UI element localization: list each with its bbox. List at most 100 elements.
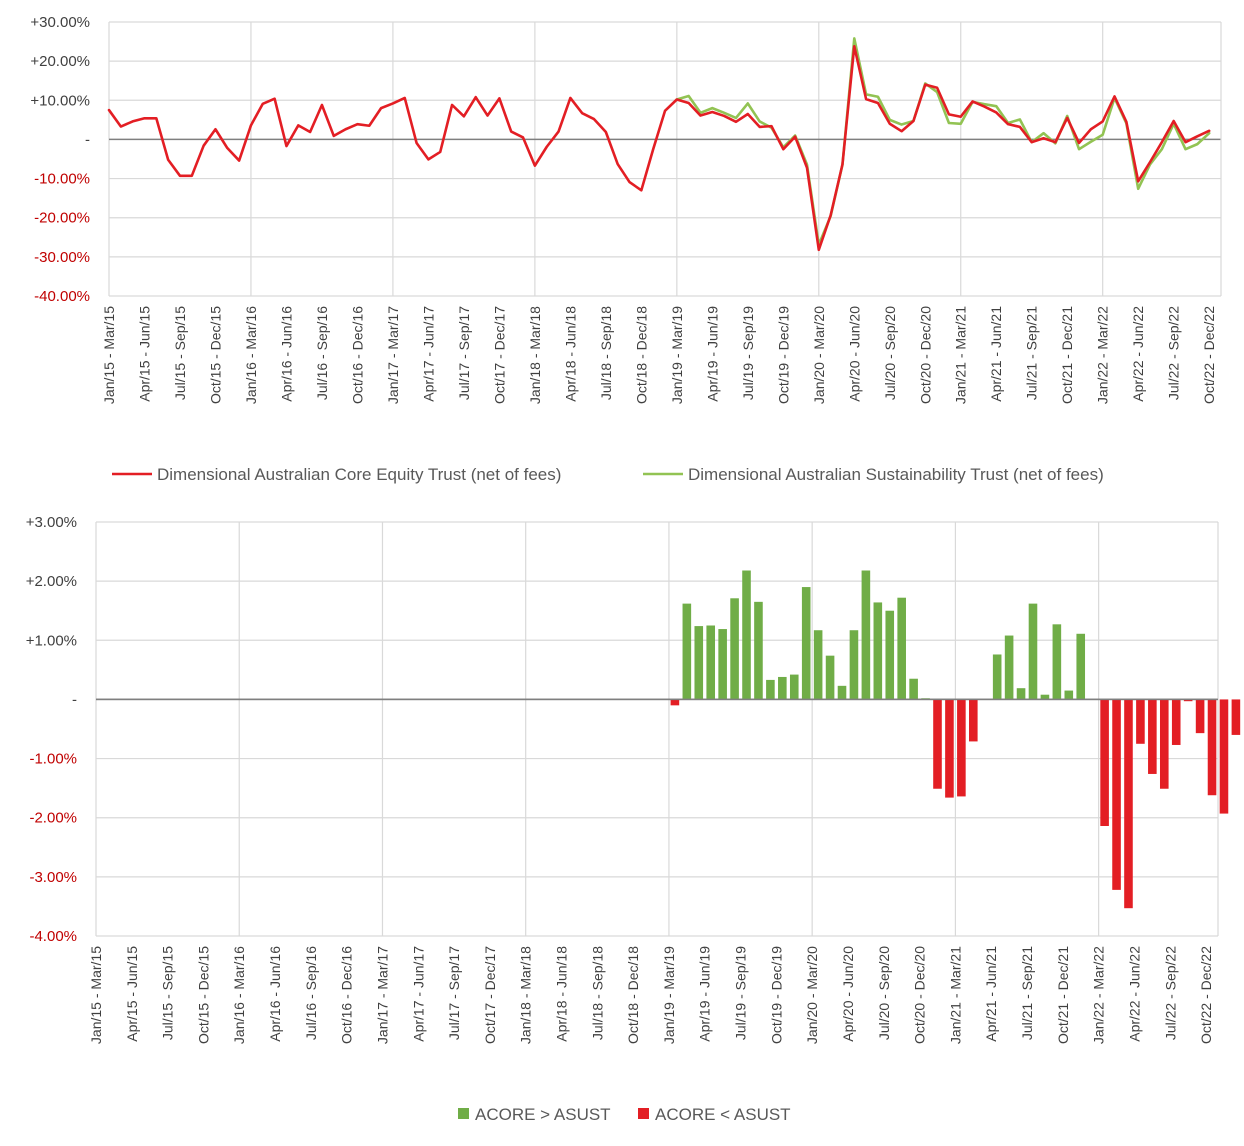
- bar-mark: [933, 699, 942, 789]
- line-chart-x-tick-label: Oct/21 - Dec/21: [1059, 306, 1075, 404]
- bar-chart-x-tick-label: Jul/21 - Sep/21: [1019, 946, 1035, 1040]
- bar-mark: [1112, 699, 1121, 890]
- line-chart-y-tick-label: -40.00%: [34, 288, 90, 305]
- bar-mark: [945, 699, 954, 798]
- bar-chart-x-tick-label: Apr/22 - Jun/22: [1126, 946, 1142, 1042]
- bar-mark: [1028, 603, 1038, 700]
- bar-chart-x-tick-label: Apr/17 - Jun/17: [410, 946, 426, 1042]
- bar-mark: [1064, 690, 1074, 700]
- line-chart-x-tick-label: Jan/21 - Mar/21: [953, 306, 969, 404]
- line-chart-x-tick-label: Jan/16 - Mar/16: [243, 306, 259, 404]
- bar-chart-x-tick-label: Jan/17 - Mar/17: [374, 946, 390, 1044]
- bar-mark: [969, 699, 978, 742]
- bar-mark: [730, 598, 739, 700]
- line-chart-y-tick-label: +20.00%: [30, 53, 90, 70]
- bar-chart-x-tick-label: Oct/18 - Dec/18: [625, 946, 641, 1044]
- bar-mark: [1159, 699, 1169, 789]
- bar-mark: [813, 630, 823, 700]
- bar-chart-x-tick-label: Jul/16 - Sep/16: [303, 946, 319, 1040]
- bar-mark: [1136, 699, 1145, 744]
- bar-mark: [1219, 699, 1229, 814]
- legend-acore-greater-label: ACORE > ASUST: [475, 1105, 611, 1124]
- bar-chart-y-tick-label: -3.00%: [29, 869, 77, 886]
- bar-mark: [1231, 699, 1241, 735]
- line-chart-x-tick-label: Jan/17 - Mar/17: [385, 306, 401, 404]
- line-chart-x-tick-label: Oct/19 - Dec/19: [775, 306, 791, 404]
- bar-mark: [718, 629, 727, 700]
- line-chart-x-tick-label: Apr/17 - Jun/17: [420, 306, 436, 402]
- bar-chart-y-tick-label: +2.00%: [26, 573, 77, 590]
- bar-mark: [849, 630, 859, 700]
- line-chart-x-tick-label: Jul/16 - Sep/16: [314, 306, 330, 400]
- bar-chart-x-tick-label: Apr/16 - Jun/16: [267, 946, 283, 1042]
- bar-mark: [992, 654, 1002, 700]
- bar-mark: [766, 679, 775, 700]
- line-chart-x-tick-label: Oct/17 - Dec/17: [491, 306, 507, 404]
- bar-chart-x-tick-label: Jan/21 - Mar/21: [947, 946, 963, 1044]
- bar-mark: [754, 601, 763, 700]
- line-chart-x-tick-label: Jan/18 - Mar/18: [527, 306, 543, 404]
- bar-mark: [885, 610, 895, 700]
- legend-core-equity-label: Dimensional Australian Core Equity Trust…: [157, 465, 561, 484]
- series-line-core-equity: [107, 44, 1211, 252]
- line-chart-x-tick-label: Apr/15 - Jun/15: [136, 306, 152, 402]
- line-chart-x-tick-label: Jul/19 - Sep/19: [740, 306, 756, 400]
- line-chart-y-tick-label: -20.00%: [34, 210, 90, 227]
- bar-chart-x-tick-label: Jan/15 - Mar/15: [88, 946, 104, 1044]
- bar-chart-x-tick-label: Apr/20 - Jun/20: [840, 946, 856, 1042]
- bar-chart-x-tick-label: Jul/22 - Sep/22: [1162, 946, 1178, 1040]
- line-chart-x-tick-label: Apr/18 - Jun/18: [562, 306, 578, 402]
- bar-mark: [789, 674, 799, 700]
- line-chart-x-tick-label: Jul/17 - Sep/17: [456, 306, 472, 400]
- legend-acore-greater-swatch: [458, 1108, 469, 1119]
- bar-mark: [1040, 694, 1050, 700]
- line-chart-y-tick-label: +30.00%: [30, 14, 90, 31]
- legend-sustainability-label: Dimensional Australian Sustainability Tr…: [688, 465, 1104, 484]
- bar-mark: [909, 678, 918, 700]
- bar-chart-x-tick-label: Jan/19 - Mar/19: [661, 946, 677, 1044]
- bar-chart-x-tick-label: Oct/16 - Dec/16: [339, 946, 355, 1044]
- bar-mark: [1100, 699, 1109, 826]
- line-chart-x-tick-label: Jul/22 - Sep/22: [1166, 306, 1182, 400]
- bar-mark: [694, 626, 704, 700]
- bar-mark: [1124, 699, 1133, 909]
- bar-chart-x-tick-label: Jul/18 - Sep/18: [589, 946, 605, 1040]
- bar-mark: [706, 625, 716, 700]
- bar-mark: [1004, 635, 1014, 700]
- bar-chart-x-tick-label: Jul/17 - Sep/17: [446, 946, 462, 1040]
- line-chart-y-tick-label: -: [85, 131, 90, 148]
- line-chart-x-tick-label: Jul/18 - Sep/18: [598, 306, 614, 400]
- bar-mark: [1195, 699, 1205, 734]
- bar-mark: [742, 570, 751, 700]
- line-chart-x-tick-label: Apr/20 - Jun/20: [846, 306, 862, 402]
- legend-acore-less-swatch: [638, 1108, 649, 1119]
- bar-chart-x-tick-label: Oct/17 - Dec/17: [482, 946, 498, 1044]
- bar-chart-x-tick-label: Oct/15 - Dec/15: [195, 946, 211, 1044]
- bar-chart-x-tick-label: Apr/21 - Jun/21: [983, 946, 999, 1042]
- line-chart-x-tick-label: Apr/16 - Jun/16: [278, 306, 294, 402]
- bar-chart-legend: ACORE > ASUST ACORE < ASUST: [458, 1105, 791, 1124]
- line-chart-x-tick-label: Apr/19 - Jun/19: [704, 306, 720, 402]
- line-chart-y-tick-label: -10.00%: [34, 171, 90, 188]
- bar-mark: [897, 597, 906, 700]
- bar-mark: [957, 699, 966, 797]
- bar-chart-y-tick-label: +3.00%: [26, 514, 77, 531]
- line-chart-x-tick-label: Oct/22 - Dec/22: [1201, 306, 1217, 404]
- bar-chart-x-tick-label: Oct/19 - Dec/19: [768, 946, 784, 1044]
- bar-chart-x-tick-label: Oct/20 - Dec/20: [912, 946, 928, 1044]
- bar-chart-x-tick-label: Jan/16 - Mar/16: [231, 946, 247, 1044]
- bar-chart-y-tick-label: +1.00%: [26, 632, 77, 649]
- bar-mark: [778, 676, 787, 700]
- bar-chart: +3.00% +2.00% +1.00% - -1.00% -2.00% -3.00% -4.…: [26, 514, 1241, 1044]
- bar-chart-y-tick-label: -4.00%: [29, 928, 77, 945]
- bar-chart-x-tick-label: Oct/22 - Dec/22: [1198, 946, 1214, 1044]
- line-chart-x-tick-label: Jan/19 - Mar/19: [669, 306, 685, 404]
- bar-chart-y-tick-label: -: [72, 691, 77, 708]
- bar-mark: [682, 603, 692, 700]
- line-chart-x-tick-label: Jan/20 - Mar/20: [811, 306, 827, 404]
- legend-acore-less-label: ACORE < ASUST: [655, 1105, 791, 1124]
- line-chart-y-tick-label: +10.00%: [30, 92, 90, 109]
- bar-chart-x-tick-label: Apr/15 - Jun/15: [124, 946, 140, 1042]
- bar-mark: [801, 587, 811, 700]
